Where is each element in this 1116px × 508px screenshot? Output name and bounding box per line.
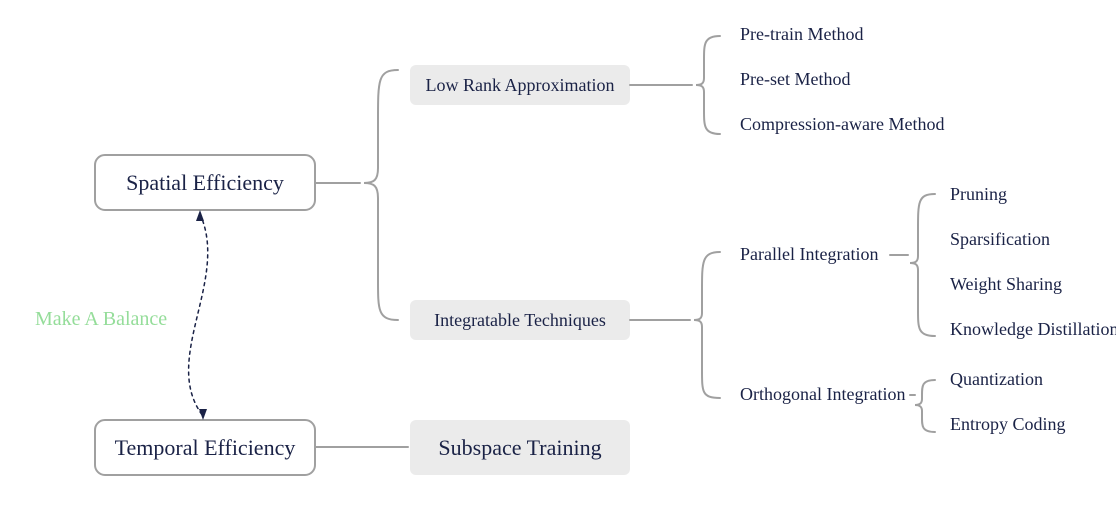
integratable-label: Integratable Techniques	[434, 310, 606, 330]
temporal-efficiency-label: Temporal Efficiency	[115, 435, 296, 460]
parallel-label: Parallel Integration	[740, 244, 878, 264]
leaf-quantization: Quantization	[950, 369, 1043, 389]
brace-integratable	[694, 252, 720, 398]
leaf-entropy: Entropy Coding	[950, 414, 1066, 434]
leaf-pruning: Pruning	[950, 184, 1007, 204]
leaf-preset: Pre-set Method	[740, 69, 850, 89]
brace-orthogonal	[915, 380, 935, 432]
spatial-efficiency-label: Spatial Efficiency	[126, 170, 284, 195]
leaf-compression: Compression-aware Method	[740, 114, 944, 134]
balance-connector	[189, 214, 208, 416]
spatial-efficiency-node: Spatial Efficiency	[95, 155, 315, 210]
integratable-node: Integratable Techniques	[410, 300, 630, 340]
subspace-training-node: Subspace Training	[410, 420, 630, 475]
low-rank-node: Low Rank Approximation	[410, 65, 630, 105]
arrow-down-icon	[199, 409, 207, 420]
leaf-pretrain: Pre-train Method	[740, 24, 863, 44]
balance-label: Make A Balance	[35, 308, 167, 330]
orthogonal-label: Orthogonal Integration	[740, 384, 905, 404]
low-rank-label: Low Rank Approximation	[426, 75, 615, 95]
leaf-weight-sharing: Weight Sharing	[950, 274, 1062, 294]
brace-spatial	[364, 70, 398, 320]
brace-parallel	[910, 194, 935, 336]
leaf-sparsification: Sparsification	[950, 229, 1050, 249]
subspace-training-label: Subspace Training	[438, 435, 601, 460]
leaf-knowledge-dist: Knowledge Distillation	[950, 319, 1116, 339]
temporal-efficiency-node: Temporal Efficiency	[95, 420, 315, 475]
brace-low-rank	[696, 36, 720, 134]
arrow-up-icon	[196, 210, 204, 221]
